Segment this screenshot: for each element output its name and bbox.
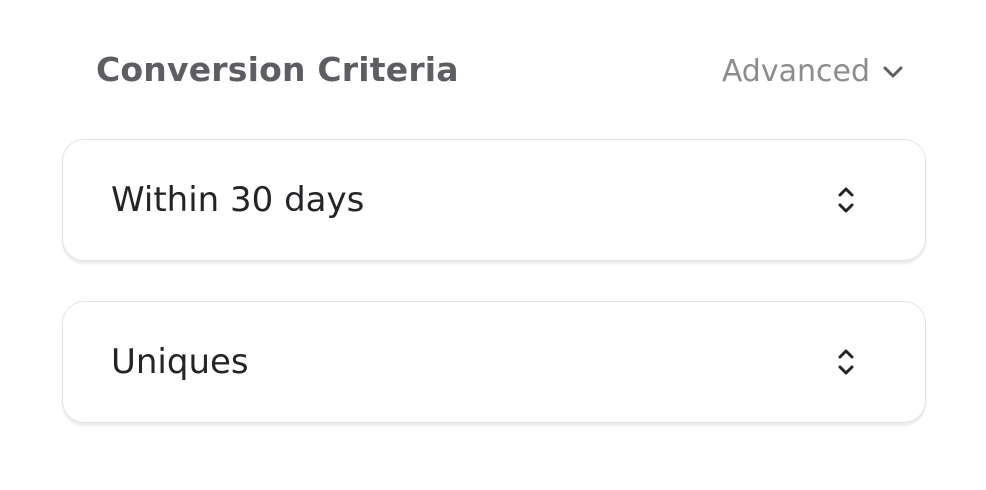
advanced-toggle[interactable]: Advanced: [722, 54, 904, 89]
select-value: Uniques: [111, 342, 249, 382]
select-value: Within 30 days: [111, 180, 365, 220]
chevron-down-icon: [883, 66, 903, 77]
counting-method-select[interactable]: Uniques: [62, 301, 926, 423]
conversion-window-select[interactable]: Within 30 days: [62, 139, 926, 261]
chevron-up-down-icon: [838, 187, 854, 213]
advanced-label: Advanced: [721, 54, 870, 89]
chevron-up-down-icon: [838, 349, 854, 375]
section-title: Conversion Criteria: [96, 50, 459, 89]
